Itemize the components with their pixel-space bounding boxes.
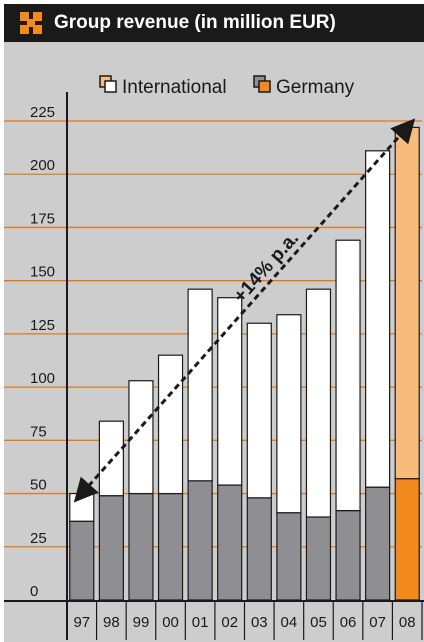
bar-international-01: [187, 288, 213, 482]
legend-international-label: International: [122, 77, 227, 98]
y-tick-label: 225: [30, 104, 55, 121]
y-tick-label: 125: [30, 317, 55, 334]
x-tick-label: 03: [251, 614, 268, 631]
bar-international-08: [394, 126, 420, 480]
legend-germany: Germany: [253, 75, 355, 98]
bar-germany-08: [394, 478, 420, 601]
bar-germany-01: [187, 480, 213, 601]
y-tick-label: 200: [30, 157, 55, 174]
bar-germany-06: [335, 509, 361, 601]
bar-germany-07: [365, 486, 391, 601]
y-tick-label: 100: [30, 370, 55, 387]
trend-arrow: [73, 118, 416, 503]
bar-germany-04: [276, 512, 302, 601]
x-tick-label: 00: [162, 614, 179, 631]
bars: [69, 126, 420, 601]
bar-international-05: [305, 288, 332, 518]
x-tick-label: 02: [221, 614, 238, 631]
y-tick-label: 75: [30, 423, 47, 440]
bar-international-03: [246, 322, 272, 499]
y-tick-label: 175: [30, 210, 55, 227]
growth-annotation: +14% p.a.: [230, 228, 304, 307]
y-tick-label: 50: [30, 477, 47, 494]
bar-germany-03: [246, 497, 272, 601]
x-tick-label: 98: [103, 614, 120, 631]
bar-international-07: [365, 150, 391, 488]
x-tick-label: 99: [133, 614, 150, 631]
x-tick-label: 04: [281, 614, 298, 631]
legend-germany-swatch-front: [258, 80, 271, 93]
x-tick-label: 05: [310, 614, 327, 631]
legend: International Germany: [99, 75, 355, 98]
legend-international: International: [99, 75, 227, 98]
bar-international-00: [157, 354, 184, 495]
y-tick-label: 0: [30, 583, 38, 600]
x-tick-label: 06: [340, 614, 357, 631]
bar-germany-99: [128, 492, 154, 601]
legend-germany-label: Germany: [276, 77, 355, 98]
axes: 0 25 50 75 100 125 150 175 200 225 97 98 99 00 01 02 03 0…: [4, 92, 424, 640]
bar-germany-05: [305, 516, 332, 601]
bar-international-06: [335, 239, 361, 512]
chart-header: Group revenue (in million EUR): [4, 4, 424, 42]
bar-germany-02: [217, 484, 243, 601]
x-tick-label: 97: [73, 614, 90, 631]
chart-area: 0 25 50 75 100 125 150 175 200 225 97 98 99 00 01 02 03 0…: [4, 42, 424, 642]
bar-germany-00: [157, 492, 184, 601]
bar-germany-97: [69, 520, 95, 601]
bar-chart: 0 25 50 75 100 125 150 175 200 225 97 98 99 00 01 02 03 0…: [4, 75, 424, 640]
y-tick-label: 25: [30, 530, 47, 547]
legend-international-swatch-front: [104, 80, 117, 93]
x-tick-label: 01: [192, 614, 209, 631]
bar-international-04: [276, 314, 302, 514]
bar-germany-98: [98, 495, 124, 601]
x-tick-label: 08: [399, 614, 416, 631]
chart-title: Group revenue (in million EUR): [54, 12, 336, 33]
x-tick-label: 07: [369, 614, 386, 631]
bar-international-97: [69, 492, 95, 522]
brand-logo-icon: [20, 12, 42, 34]
y-tick-label: 150: [30, 264, 55, 281]
